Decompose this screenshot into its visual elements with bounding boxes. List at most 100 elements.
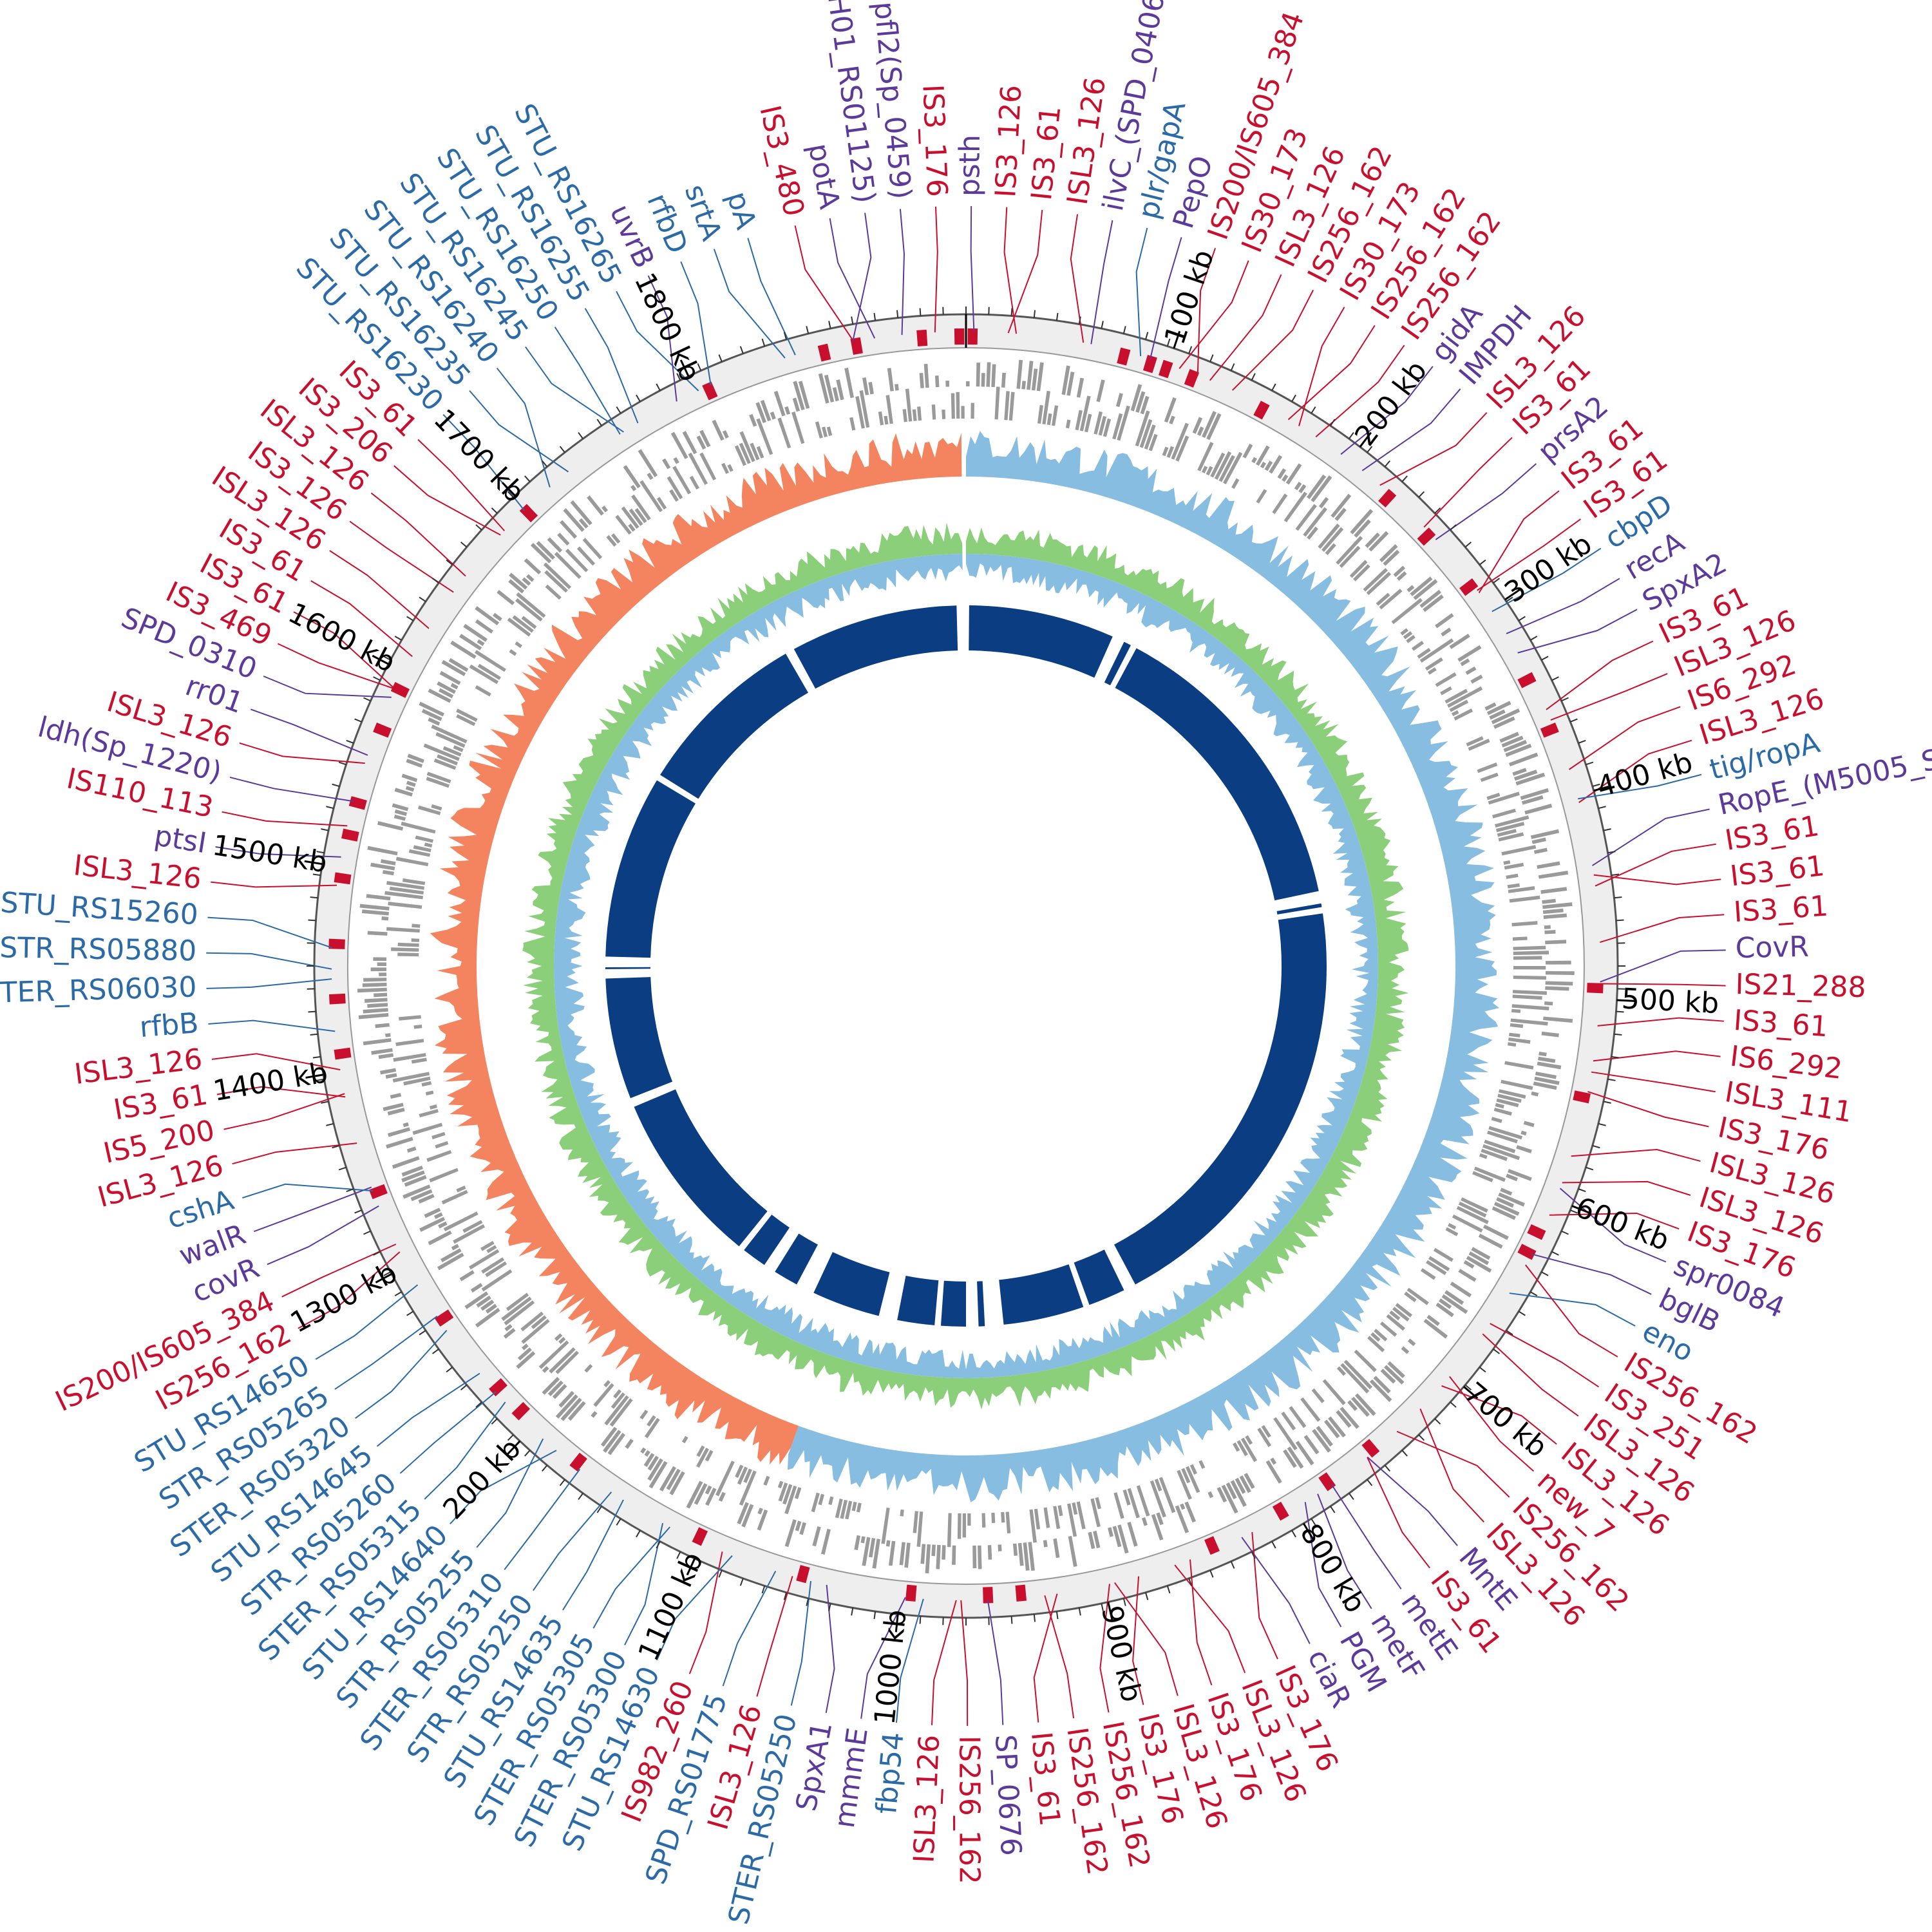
leader-line [1007, 209, 1043, 334]
gene-bar [611, 1392, 625, 1409]
scale-tick-label: 200 kb [1349, 355, 1434, 452]
gene-bar [462, 1220, 483, 1233]
gene-bar [952, 1545, 956, 1565]
is-element-mark [1540, 722, 1559, 738]
gene-bar [547, 537, 563, 553]
leader-line [417, 439, 506, 531]
gene-bar [1508, 1037, 1531, 1044]
minor-tick [332, 783, 340, 788]
leader-line [756, 1576, 793, 1697]
minor-tick [1144, 1592, 1149, 1600]
gene-bar [756, 418, 773, 455]
gene-bar [469, 664, 499, 685]
gene-bar [1037, 404, 1044, 424]
gene-bar [361, 909, 389, 916]
major-tick [1107, 1602, 1113, 1620]
gene-bar [1495, 1103, 1504, 1109]
leader-line [1490, 1323, 1600, 1388]
is-element-mark [796, 1565, 810, 1584]
gene-bar [1095, 1497, 1101, 1510]
gene-bar [403, 1076, 431, 1086]
leader-line [263, 676, 392, 698]
gene-bar [956, 392, 960, 419]
minor-tick [316, 1078, 325, 1081]
minor-tick [1607, 1078, 1616, 1081]
gene-bar [413, 1025, 422, 1029]
is-element-mark [390, 682, 410, 698]
minor-tick [656, 383, 661, 391]
gene-bar [1509, 895, 1540, 903]
gene-bar [1452, 1214, 1483, 1233]
gene-bar [1488, 791, 1520, 805]
is-element-mark [328, 938, 345, 949]
gene-bar [647, 1415, 656, 1427]
gene-bar [1334, 507, 1347, 522]
leader-line [222, 811, 348, 827]
gene-bar [1439, 1298, 1452, 1309]
gene-bar [526, 574, 535, 582]
gene-bar [456, 714, 476, 726]
gene-bar [640, 1447, 647, 1454]
minor-tick [783, 1592, 788, 1600]
gene-bar [493, 612, 502, 621]
gene-bar [477, 663, 501, 680]
leader-line [525, 346, 624, 433]
gene-bar [1034, 1508, 1041, 1530]
gene-bar [1540, 887, 1567, 894]
minor-tick [321, 1101, 329, 1104]
minor-tick [1384, 1464, 1390, 1472]
gene-bar [630, 484, 637, 491]
gene-bar [508, 579, 525, 594]
gene-bar [820, 1528, 831, 1555]
leader-line [355, 1330, 448, 1419]
gene-bar [904, 1542, 911, 1568]
gene-bar [1440, 686, 1452, 696]
gene-bar [934, 375, 940, 388]
gene-bar [521, 1319, 550, 1344]
gene-bar [1486, 793, 1501, 800]
gene-bar [441, 1189, 468, 1205]
scale-tick-label: 1600 kb [283, 596, 401, 679]
gene-bar [475, 619, 493, 634]
minor-tick [338, 1166, 346, 1171]
gene-bar [1289, 1406, 1307, 1428]
feature-label: IS3_126 [989, 84, 1028, 198]
scale-tick-label: 1500 kb [210, 829, 329, 879]
minor-tick [697, 1561, 702, 1569]
minor-tick [475, 1401, 482, 1408]
gene-bar [363, 978, 387, 982]
gene-bar [1235, 1477, 1246, 1494]
gene-bar [1489, 709, 1506, 720]
gene-bar [625, 1439, 634, 1449]
leader-line [970, 206, 975, 332]
gene-bar [1495, 815, 1530, 828]
gene-bar [1231, 478, 1240, 489]
synteny-block [813, 1252, 890, 1316]
is-element-mark [817, 343, 831, 362]
gene-bar [639, 480, 663, 513]
gene-bar [1542, 908, 1564, 914]
gene-bar [393, 814, 406, 821]
gene-bar [1354, 1349, 1377, 1372]
minor-tick [1122, 326, 1126, 334]
gene-bar [978, 1545, 982, 1569]
gene-bar [1141, 1517, 1148, 1526]
gene-bar [1458, 1201, 1487, 1218]
leader-line [592, 1526, 670, 1629]
gene-bar [1264, 460, 1273, 471]
minor-tick [1209, 1569, 1214, 1578]
is-element-mark [1417, 527, 1436, 546]
gene-bar [750, 442, 760, 460]
is-element-mark [905, 1584, 917, 1602]
minor-tick [1166, 338, 1171, 346]
gene-bar [1369, 1379, 1392, 1403]
gene-bar [1511, 1009, 1521, 1014]
gene-bar [644, 1417, 660, 1439]
gene-bar [886, 395, 893, 424]
gene-bar [1413, 579, 1438, 600]
feature-label: IS3_61 [1732, 889, 1829, 929]
gene-bar [402, 1184, 431, 1199]
gene-bar [743, 1468, 752, 1483]
gene-bar [538, 1340, 569, 1369]
gene-bar [547, 1380, 564, 1396]
